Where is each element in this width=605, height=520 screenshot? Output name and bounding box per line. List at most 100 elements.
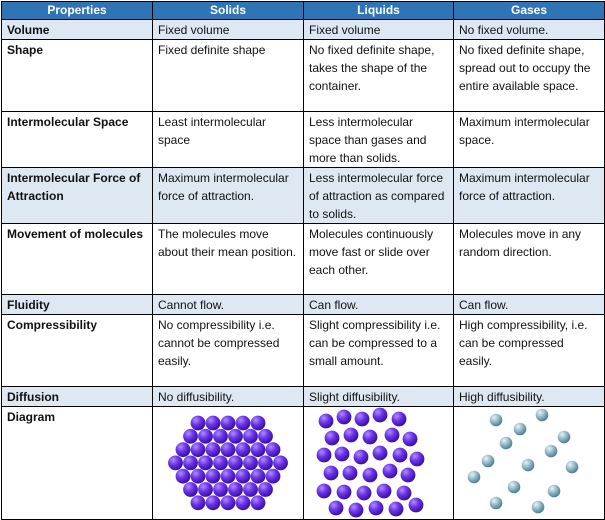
property-cell: Diffusion	[1, 386, 153, 407]
cell: Less intermolecular space than gases and…	[303, 111, 454, 168]
molecule	[213, 482, 228, 497]
cell: Fixed definite shape	[152, 39, 304, 112]
molecule	[220, 415, 236, 431]
molecule	[334, 446, 350, 462]
molecule	[521, 458, 535, 472]
molecule	[547, 484, 561, 498]
molecule	[205, 495, 221, 511]
header-cell: Gases	[453, 1, 605, 20]
molecule	[198, 428, 213, 444]
molecule	[396, 485, 412, 501]
molecule	[376, 483, 392, 499]
molecule	[489, 413, 503, 427]
molecule	[220, 468, 236, 484]
molecule	[408, 497, 424, 513]
molecule	[265, 468, 281, 484]
cell: Can flow.	[303, 294, 454, 315]
molecule	[328, 500, 344, 516]
molecule	[372, 407, 388, 423]
property-cell: Diagram	[1, 406, 153, 520]
molecule	[499, 436, 513, 450]
table-row: Intermolecular Force of Attraction Maximu…	[1, 167, 605, 224]
molecule	[354, 411, 370, 427]
header-cell: Liquids	[303, 1, 454, 20]
molecule	[531, 500, 545, 514]
cell: Maximum intermolecular force of attracti…	[152, 167, 304, 224]
molecule-diagram	[467, 408, 579, 514]
property-cell: Intermolecular Force of Attraction	[1, 167, 153, 224]
cell: Fixed volume	[303, 19, 454, 40]
molecule	[402, 431, 418, 447]
molecule	[228, 455, 243, 471]
property-cell: Movement of molecules	[1, 223, 153, 295]
molecule	[198, 455, 213, 471]
molecule	[250, 415, 266, 431]
molecule	[324, 430, 340, 446]
cell: Molecules move in any random direction.	[453, 223, 605, 295]
cell: No compressibility i.e. cannot be compre…	[152, 314, 304, 387]
cell: Cannot flow.	[152, 294, 304, 315]
molecule-diagram	[168, 415, 288, 511]
cell: High compressibility, i.e. can be compre…	[453, 314, 605, 387]
molecule	[175, 442, 191, 457]
molecule	[273, 455, 288, 471]
molecule	[323, 465, 339, 481]
molecule	[342, 465, 358, 481]
molecule	[557, 430, 571, 444]
molecule	[205, 415, 221, 431]
molecule	[388, 501, 404, 517]
cell: Less intermolecular force of attraction …	[303, 167, 454, 224]
molecule	[190, 415, 206, 431]
molecule	[258, 428, 273, 444]
molecule	[316, 483, 332, 499]
table-row: Intermolecular Space Least intermolecular…	[1, 111, 605, 168]
molecule	[348, 502, 364, 518]
molecule	[535, 408, 549, 422]
molecule	[213, 428, 228, 444]
molecule	[467, 470, 481, 484]
molecule	[544, 444, 558, 458]
molecule	[205, 442, 221, 457]
molecule	[489, 496, 503, 510]
molecule	[190, 495, 206, 511]
molecule	[213, 455, 228, 471]
table-row: Volume Fixed volume Fixed volume No fixed v…	[1, 19, 605, 40]
molecule	[243, 455, 258, 471]
molecule	[409, 451, 425, 467]
molecule	[250, 468, 266, 484]
table-row: Diagram	[1, 406, 605, 520]
property-cell: Compressibility	[1, 314, 153, 387]
molecule	[235, 495, 251, 511]
molecule	[372, 445, 388, 461]
molecule	[228, 428, 243, 444]
table-row: Fluidity Cannot flow. Can flow. Can flow.	[1, 294, 605, 315]
molecule	[353, 449, 369, 465]
header-cell: Properties	[1, 1, 153, 20]
molecule	[343, 427, 359, 443]
gas-cell	[453, 406, 605, 520]
property-cell: Shape	[1, 39, 153, 112]
molecule	[198, 482, 213, 497]
molecule	[507, 480, 521, 494]
table-row: Movement of molecules The molecules move …	[1, 223, 605, 295]
molecule	[220, 442, 236, 457]
cell: Least intermolecular space	[152, 111, 304, 168]
property-cell: Fluidity	[1, 294, 153, 315]
cell: No diffusibility.	[152, 386, 304, 407]
molecule	[235, 442, 251, 457]
table-body: Volume Fixed volume Fixed volume No fixed v…	[1, 19, 605, 520]
cell: Can flow.	[453, 294, 605, 315]
molecule	[205, 468, 221, 484]
molecule	[168, 455, 183, 471]
molecule	[382, 463, 398, 479]
molecule	[250, 495, 266, 511]
molecule	[220, 495, 236, 511]
molecule	[175, 468, 191, 484]
cell: Maximum intermolecular space.	[453, 111, 605, 168]
cell: Molecules continuously move fast or slid…	[303, 223, 454, 295]
table-row: Compressibility No compressibility i.e. c…	[1, 314, 605, 387]
solid-cell	[152, 406, 304, 520]
molecule	[356, 485, 372, 501]
molecule	[513, 422, 527, 436]
molecule	[392, 447, 408, 463]
